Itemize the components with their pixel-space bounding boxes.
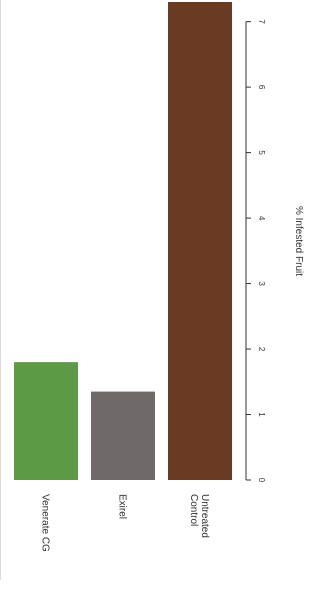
tick-label-1: 1: [257, 412, 266, 417]
category-label-2: UntreatedControl: [188, 494, 210, 538]
tick-label-6: 6: [257, 85, 266, 90]
category-label-1: Exirel: [117, 494, 128, 519]
tick-label-3: 3: [257, 281, 266, 286]
value-axis: 0 1 2 3 4 5 6 7: [245, 19, 266, 483]
bars-group: [14, 2, 232, 480]
category-label-line: Control: [188, 494, 199, 526]
category-label-line: Untreated: [199, 494, 210, 538]
category-labels: Venerate CG Exirel UntreatedControl: [40, 494, 211, 552]
category-label-0: Venerate CG: [40, 494, 51, 552]
bar-1: [91, 391, 155, 480]
tick-label-5: 5: [257, 150, 266, 155]
category-label-line: Exirel: [117, 494, 128, 519]
bar-0: [14, 362, 78, 480]
bar-2: [168, 2, 232, 480]
tick-label-7: 7: [257, 19, 266, 24]
value-axis-title: % Infested Fruit: [293, 206, 304, 276]
tick-label-4: 4: [257, 216, 266, 221]
tick-label-0: 0: [257, 478, 266, 483]
category-label-line: Venerate CG: [40, 494, 51, 552]
tick-label-2: 2: [257, 347, 266, 352]
